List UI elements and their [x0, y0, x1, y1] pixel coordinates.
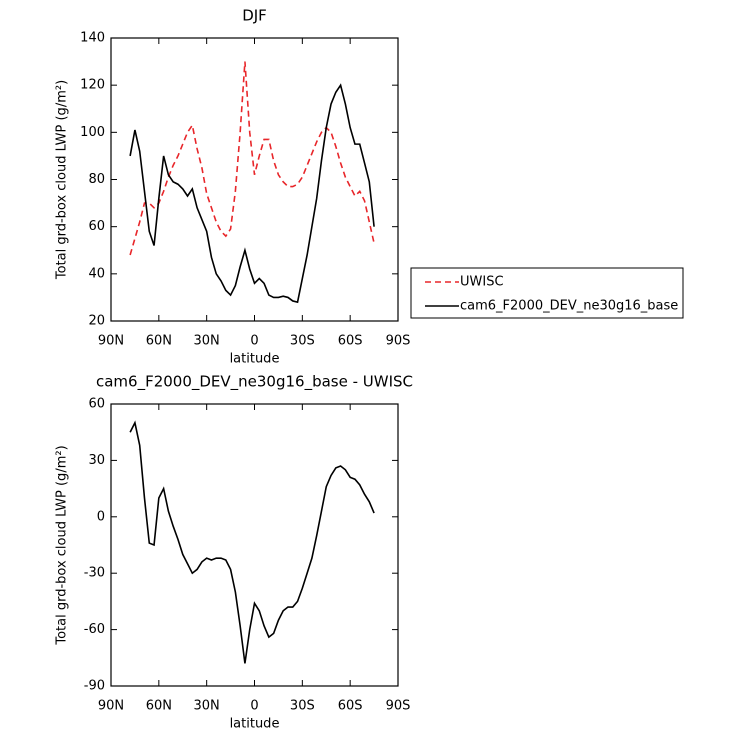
x-tick-label: 0	[250, 699, 258, 714]
y-tick-label: 80	[88, 172, 105, 187]
x-tick-label: 90N	[98, 334, 124, 349]
y-tick-label: 0	[97, 509, 105, 524]
y-tick-label: 40	[88, 266, 105, 281]
data-line	[129, 420, 375, 664]
x-tick-label: 30S	[290, 699, 315, 714]
y-tick-label: 140	[80, 31, 105, 46]
legend-label: UWISC	[460, 275, 504, 290]
y-tick-label: 120	[80, 78, 105, 93]
y-tick-label: -30	[84, 566, 105, 581]
x-tick-label: 0	[250, 334, 258, 349]
x-axis-label: latitude	[230, 352, 280, 367]
x-tick-label: 30N	[194, 334, 220, 349]
y-tick-label: -90	[84, 679, 105, 694]
x-tick-label: 60N	[146, 699, 172, 714]
chart-title: cam6_F2000_DEV_ne30g16_base - UWISC	[96, 373, 413, 392]
y-axis-label: Total grd-box cloud LWP (g/m²)	[55, 445, 70, 645]
y-tick-label: -60	[84, 622, 105, 637]
chart-title: DJF	[242, 7, 267, 25]
x-tick-label: 90S	[386, 699, 411, 714]
x-tick-label: 90S	[386, 334, 411, 349]
x-tick-label: 30S	[290, 334, 315, 349]
y-tick-label: 60	[88, 219, 105, 234]
data-line	[129, 61, 375, 256]
y-tick-label: 30	[88, 453, 105, 468]
legend-box	[410, 267, 684, 319]
x-tick-label: 60S	[338, 699, 363, 714]
x-axis-label: latitude	[230, 717, 280, 732]
y-axis-label: Total grd-box cloud LWP (g/m²)	[55, 80, 70, 280]
x-tick-label: 30N	[194, 699, 220, 714]
x-tick-label: 90N	[98, 699, 124, 714]
data-line	[129, 83, 375, 304]
legend-label: cam6_F2000_DEV_ne30g16_base	[460, 299, 678, 314]
x-tick-label: 60S	[338, 334, 363, 349]
y-tick-label: 60	[88, 397, 105, 412]
y-tick-label: 20	[88, 314, 105, 329]
y-tick-label: 100	[80, 125, 105, 140]
x-tick-label: 60N	[146, 334, 172, 349]
plot-frame	[110, 37, 399, 322]
